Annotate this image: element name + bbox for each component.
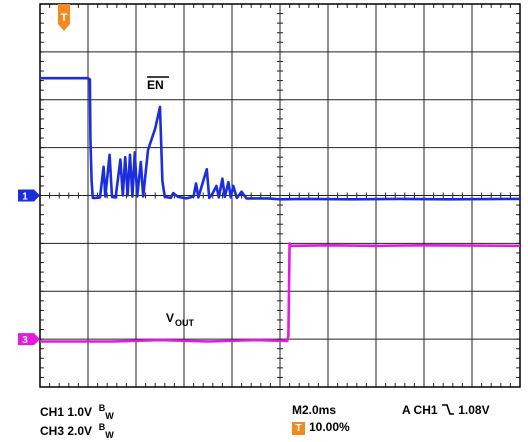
falling-edge-icon	[441, 404, 455, 415]
trigger-settings-readout: A CH1 1.08V	[402, 403, 490, 417]
en-annotation: EN	[147, 78, 164, 92]
ch1-ground-marker-label: 1	[22, 192, 28, 203]
trigger-position-icon: T	[292, 422, 305, 435]
ch3-scale-text: CH3 2.0V	[40, 424, 93, 438]
ch1-ground-marker	[18, 189, 40, 202]
trigger-marker	[58, 4, 70, 31]
vout-annotation: V	[166, 311, 174, 325]
ch3-bandwidth-label: BW	[98, 422, 114, 440]
ch3-ground-marker-label: 3	[22, 335, 28, 346]
ch1-scale-text: CH1 1.0V	[40, 405, 93, 419]
trigger-position-readout: T 10.00%	[292, 420, 350, 435]
timebase-readout: M2.0ms	[292, 403, 337, 417]
ch3-ground-marker	[18, 333, 40, 346]
ch1-scale-readout: CH1 1.0V BW	[40, 401, 114, 423]
trigger-level-text: 1.08V	[458, 403, 490, 417]
scope-plot: 1 3 T EN V OUT	[18, 3, 521, 388]
ch1-bandwidth-label: BW	[98, 403, 114, 421]
trigger-position-text: 10.00%	[309, 420, 350, 434]
trigger-marker-label: T	[61, 12, 68, 24]
trigger-source-text: A CH1	[402, 403, 438, 417]
vout-annotation-subscript: OUT	[175, 318, 195, 328]
trace-vout	[40, 242, 521, 343]
ch3-scale-readout: CH3 2.0V BW	[40, 420, 114, 442]
trace-en	[40, 76, 521, 201]
